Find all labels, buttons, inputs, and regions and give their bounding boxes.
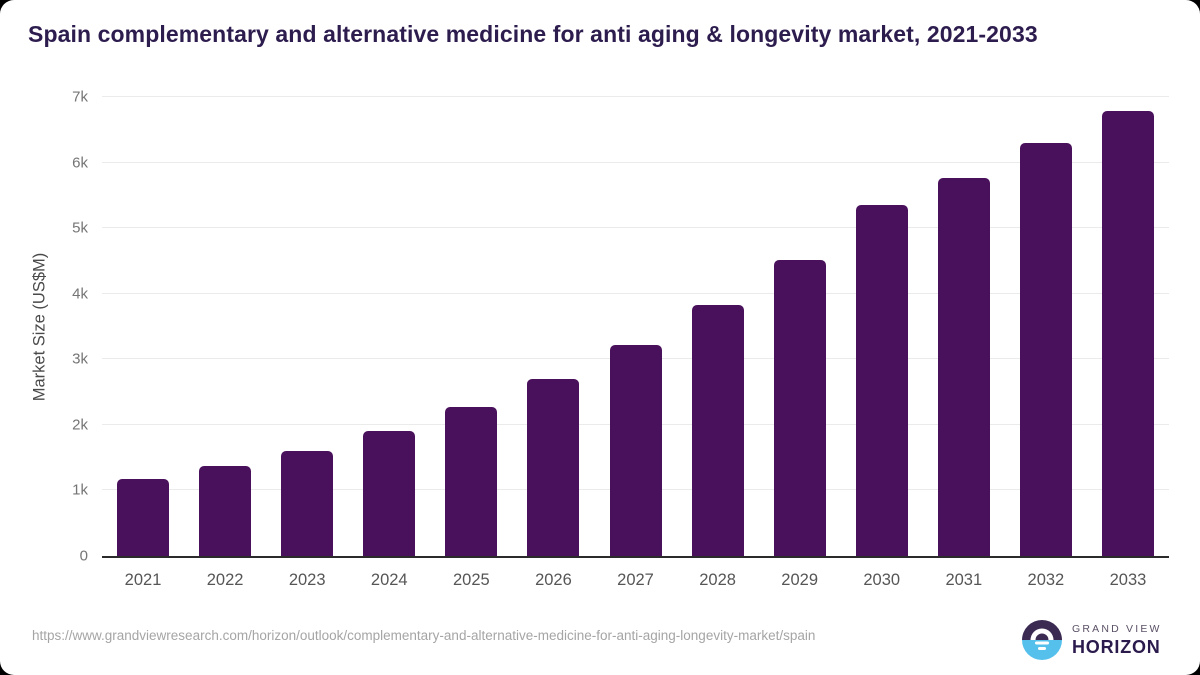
y-axis-tick-labels: 0 1k 2k 3k 4k 5k 6k 7k [0, 89, 88, 565]
gridline-7k [102, 96, 1169, 97]
bar-2033 [1101, 111, 1154, 556]
bar-2022 [199, 466, 252, 556]
ytick-7k: 7k [72, 88, 88, 106]
bar-2027 [609, 344, 662, 556]
logo-brand-name: GRAND VIEW [1072, 622, 1162, 635]
logo-product-name: HORIZON [1072, 636, 1161, 657]
xtick-2033: 2033 [1109, 571, 1147, 589]
xtick-2021: 2021 [124, 571, 162, 589]
bar-slot-2033 [1087, 97, 1169, 556]
chart-title: Spain complementary and alternative medi… [28, 21, 1038, 47]
ytick-6k: 6k [72, 154, 88, 172]
grandview-horizon-logo: GRAND VIEW HORIZON [1022, 620, 1162, 660]
xtick-2031: 2031 [945, 571, 983, 589]
bar-2032 [1019, 142, 1072, 556]
bar-slot-2029 [759, 97, 841, 556]
xtick-2030: 2030 [863, 571, 901, 589]
xtick-2024: 2024 [370, 571, 408, 589]
bar-slot-2028 [677, 97, 759, 556]
plot-area [102, 96, 1169, 558]
bar-slot-2027 [594, 97, 676, 556]
bar-2023 [281, 451, 334, 556]
bar-2028 [691, 304, 744, 556]
xtick-2025: 2025 [452, 571, 490, 589]
xtick-2028: 2028 [699, 571, 736, 589]
ytick-0: 0 [79, 547, 88, 565]
bar-slot-2025 [430, 97, 512, 556]
xtick-2026: 2026 [535, 571, 572, 589]
bar-2025 [445, 406, 498, 556]
xtick-2027: 2027 [617, 571, 654, 589]
bar-2021 [117, 479, 170, 556]
bar-2030 [855, 205, 908, 556]
xtick-2023: 2023 [288, 571, 326, 589]
bar-slot-2021 [102, 97, 184, 556]
bar-slot-2024 [348, 97, 430, 556]
bar-2026 [527, 378, 580, 556]
source-url: https://www.grandviewresearch.com/horizo… [32, 628, 816, 643]
xtick-2032: 2032 [1027, 571, 1065, 589]
bar-2029 [773, 259, 826, 556]
bar-slot-2030 [841, 97, 923, 556]
bar-slot-2022 [184, 97, 266, 556]
ytick-1k: 1k [72, 481, 88, 499]
ytick-3k: 3k [72, 350, 88, 368]
ytick-2k: 2k [72, 416, 88, 434]
bar-2024 [363, 431, 416, 556]
horizon-sun-circle-icon [1022, 620, 1062, 660]
x-axis-tick-labels: 2021 2022 2023 2024 2025 2026 2027 2028 2029 2030… [102, 571, 1169, 590]
bar-slot-2026 [512, 97, 594, 556]
gridline-6k [102, 161, 1169, 163]
bar-2031 [937, 178, 990, 556]
logo-text: GRAND VIEW HORIZON [1072, 623, 1162, 658]
xtick-2029: 2029 [781, 571, 819, 589]
ytick-5k: 5k [72, 219, 88, 237]
gridline-4k [102, 292, 1169, 294]
bar-slot-2031 [923, 97, 1005, 556]
bar-series [102, 97, 1169, 556]
xtick-2022: 2022 [206, 571, 244, 589]
bar-slot-2023 [266, 97, 348, 556]
bar-slot-2032 [1005, 97, 1087, 556]
gridline-5k [102, 227, 1169, 229]
ytick-4k: 4k [72, 285, 88, 303]
